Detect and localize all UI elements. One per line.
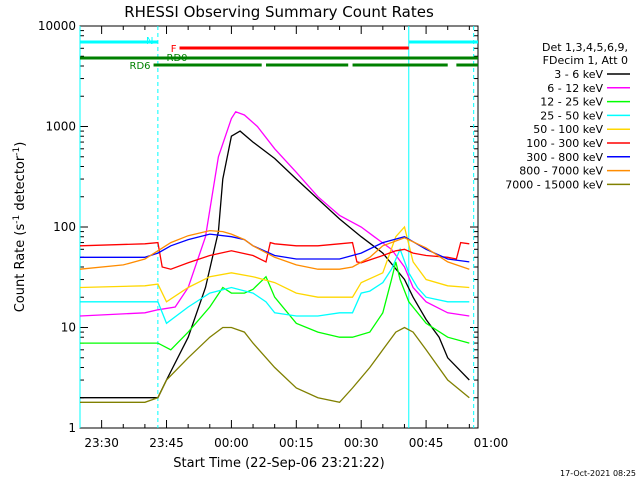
series-line (80, 233, 470, 263)
x-axis-label: Start Time (22-Sep-06 23:21:22) (173, 456, 384, 471)
x-tick-labels: 23:30 23:45 00:00 00:15 00:30 00:45 01:00 (84, 436, 508, 450)
plot-frame (79, 25, 479, 429)
legend-header-2: FDecim 1, Att 0 (543, 54, 628, 67)
legend-header-1: Det 1,3,4,5,6,9, (542, 41, 628, 54)
chart-title: RHESSI Observing Summary Count Rates (124, 3, 434, 21)
x-tick-label: 00:15 (279, 436, 314, 450)
x-tick-label: 23:45 (149, 436, 184, 450)
y-tick-label: 1000 (45, 120, 76, 134)
legend: Det 1,3,4,5,6,9, FDecim 1, Att 0 3 - 6 k… (505, 41, 630, 191)
series-line (79, 241, 470, 270)
flag-label: RD0 (167, 53, 188, 64)
series-line (80, 261, 470, 351)
legend-entry: 50 - 100 keV (533, 123, 603, 136)
legend-entry: 12 - 25 keV (540, 96, 603, 109)
legend-entry: 25 - 50 keV (540, 109, 603, 122)
legend-entry: 3 - 6 keV (554, 68, 603, 81)
footer-date: 17-Oct-2021 08:25 (560, 469, 636, 478)
series-line (79, 225, 470, 303)
x-tick-label: 23:30 (84, 436, 119, 450)
y-tick-label: 1 (68, 421, 76, 435)
y-tick-label: 10 (61, 321, 76, 335)
series-line (79, 111, 470, 317)
y-tick-label: 10000 (38, 19, 76, 33)
x-tick-label: 00:45 (409, 436, 444, 450)
axis-ticks (79, 26, 478, 429)
x-tick-label: 00:00 (214, 436, 249, 450)
flag-label: RD6 (130, 61, 151, 72)
y-axis-label-exp2: -1 (12, 147, 22, 156)
y-axis-label-mid: detector (13, 155, 28, 215)
legend-entry: 300 - 800 keV (526, 151, 603, 164)
y-tick-labels: 1 10 100 1000 10000 (38, 19, 76, 435)
series-layer (79, 111, 470, 404)
series-line (79, 229, 470, 270)
y-axis-label-main: Count Rate (s (13, 224, 28, 313)
legend-entry: 7000 - 15000 keV (505, 178, 603, 191)
flag-label: F (171, 44, 177, 55)
legend-entry: 100 - 300 keV (526, 137, 603, 150)
region-lines (79, 26, 475, 428)
series-line (80, 247, 470, 325)
y-axis-label-exp1: -1 (12, 215, 22, 224)
y-axis-label: Count Rate (s-1 detector-1) (12, 142, 28, 313)
legend-entry: 6 - 12 keV (547, 82, 603, 95)
x-tick-label: 00:30 (344, 436, 379, 450)
legend-entry: 800 - 7000 keV (519, 165, 603, 178)
x-tick-label: 01:00 (474, 436, 509, 450)
series-line (80, 130, 470, 399)
series-line (80, 326, 470, 404)
y-tick-label: 100 (53, 220, 76, 234)
flag-label: N (146, 36, 153, 47)
y-axis-label-end: ) (13, 142, 28, 147)
